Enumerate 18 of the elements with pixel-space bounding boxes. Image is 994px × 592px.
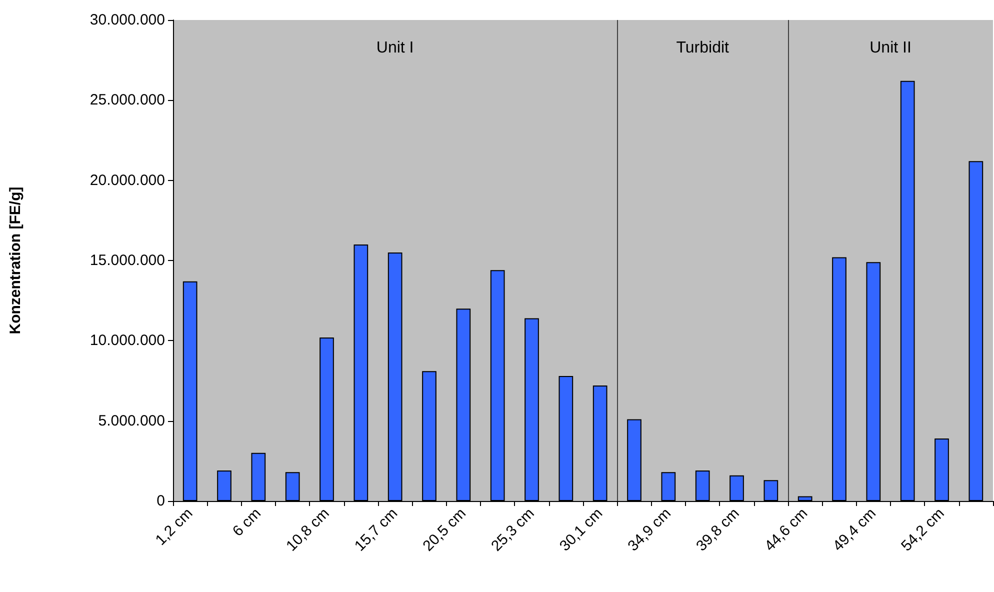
y-tick-label: 10.000.000 [90, 332, 165, 350]
x-tick-label: 54,2 cm [898, 504, 948, 555]
y-tick-label: 30.000.000 [90, 12, 165, 28]
x-tick-label: 44,6 cm [761, 504, 812, 555]
x-tick-label: 30,1 cm [556, 504, 606, 555]
annotation: Unit II [870, 40, 912, 56]
y-tick-label: 5.000.000 [98, 412, 165, 430]
annotation: Unit I [376, 40, 414, 56]
y-axis-title: Konzentration [FE/g] [7, 186, 24, 334]
annotation: Turbidit [676, 40, 730, 56]
x-tick-label: 49,4 cm [830, 504, 880, 555]
x-tick-label: 39,8 cm [693, 504, 743, 555]
y-tick-label: 20.000.000 [90, 172, 165, 189]
x-tick-label: 6 cm [229, 504, 264, 540]
y-tick-label: 15.000.000 [90, 252, 165, 269]
x-tick-label: 10,8 cm [283, 504, 333, 555]
y-tick-label: 25.000.000 [90, 92, 165, 109]
x-tick-label: 34,9 cm [624, 504, 674, 555]
